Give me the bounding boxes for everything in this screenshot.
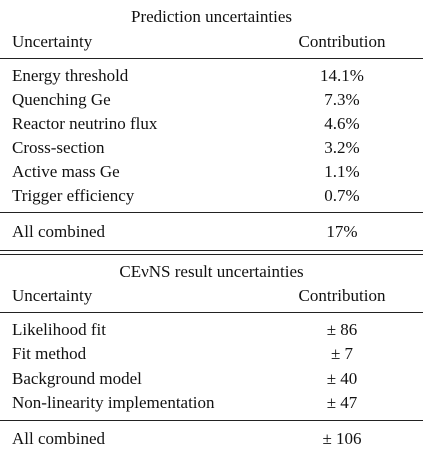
double-rule xyxy=(0,254,423,255)
column-header: Uncertainty xyxy=(12,286,93,305)
section-title: CEνNS result uncertainties xyxy=(119,262,304,281)
total-label: All combined xyxy=(12,429,106,448)
row-value: ± 7 xyxy=(330,344,354,364)
row-value: 1.1% xyxy=(324,162,360,181)
row-label: Energy threshold xyxy=(12,66,129,85)
section-title: Prediction uncertainties xyxy=(131,7,292,26)
row-label: Quenching Ge xyxy=(12,90,111,109)
total-value: 17% xyxy=(326,222,358,241)
row-label: Trigger efficiency xyxy=(12,186,135,205)
row-label: Non-linearity implementation xyxy=(12,392,215,412)
rule xyxy=(0,420,423,421)
row-value: ± 47 xyxy=(326,392,358,412)
row-value: ± 40 xyxy=(326,368,358,388)
column-header: Contribution xyxy=(298,32,386,51)
column-header: Contribution xyxy=(298,286,386,305)
total-label: All combined xyxy=(12,222,106,241)
row-label: Active mass Ge xyxy=(12,162,120,181)
row-value: 3.2% xyxy=(324,138,360,157)
row-value: 4.6% xyxy=(324,114,360,133)
row-value: 7.3% xyxy=(324,90,360,109)
double-rule xyxy=(0,250,423,251)
row-value: ± 86 xyxy=(326,320,358,339)
rule xyxy=(0,212,423,213)
row-value: 0.7% xyxy=(324,186,360,205)
total-value: ± 106 xyxy=(322,429,362,448)
rule xyxy=(0,312,423,313)
row-label: Cross-section xyxy=(12,138,105,157)
row-value: 14.1% xyxy=(320,66,364,85)
rule xyxy=(0,58,423,59)
row-label: Background model xyxy=(12,368,142,388)
row-label: Likelihood fit xyxy=(12,320,106,339)
row-label: Fit method xyxy=(12,344,87,364)
row-label: Reactor neutrino flux xyxy=(12,114,158,133)
column-header: Uncertainty xyxy=(12,32,93,51)
